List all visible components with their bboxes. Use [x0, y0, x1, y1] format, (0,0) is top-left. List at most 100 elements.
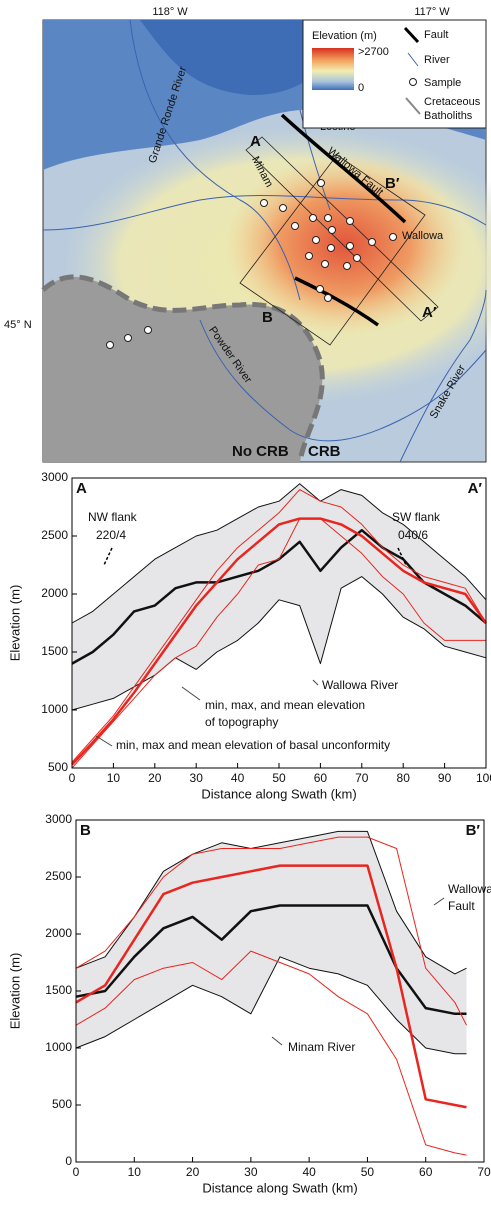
- x-tick-label: 60: [314, 771, 328, 785]
- sample: [292, 223, 299, 230]
- sample: [344, 263, 351, 270]
- y-axis-label: Elevation (m): [7, 953, 22, 1030]
- arrow: [272, 1037, 282, 1045]
- plots: 0102030405060708090100500100015002000250…: [7, 470, 491, 1195]
- x-tick-label: 30: [190, 771, 204, 785]
- map-label: B: [262, 309, 273, 326]
- arrow: [96, 736, 112, 746]
- sample: [325, 295, 332, 302]
- x-tick-label: 50: [361, 1165, 375, 1179]
- y-tick-label: 2000: [41, 586, 68, 600]
- x-tick-label: 30: [244, 1165, 258, 1179]
- annotation: 220/4: [96, 528, 126, 542]
- x-tick-label: 70: [477, 1165, 491, 1179]
- sample: [318, 180, 325, 187]
- arrow: [182, 687, 200, 700]
- y-tick-label: 500: [48, 760, 68, 774]
- sample: [329, 227, 336, 234]
- sample: [313, 237, 320, 244]
- legend-text: Sample: [424, 77, 461, 89]
- x-tick-label: 40: [302, 1165, 316, 1179]
- x-tick-label: 0: [69, 771, 76, 785]
- sample: [354, 255, 361, 262]
- y-axis-label: Elevation (m): [7, 585, 22, 662]
- x-tick-label: 90: [438, 771, 452, 785]
- sample: [310, 215, 317, 222]
- sample: [261, 200, 268, 207]
- map: 118° W 117° W 45° N Grande Ronde River L…: [4, 6, 491, 462]
- y-tick-label: 1500: [45, 983, 72, 997]
- legend-title: Elevation (m): [312, 30, 377, 42]
- x-tick-label: 40: [231, 771, 245, 785]
- annotation: 040/6: [398, 528, 428, 542]
- legend-text: Fault: [424, 29, 448, 41]
- y-tick-label: 500: [52, 1097, 72, 1111]
- x-tick-label: 0: [73, 1165, 80, 1179]
- sample: [145, 327, 152, 334]
- sample: [369, 239, 376, 246]
- sample: [347, 218, 354, 225]
- sample: [107, 342, 114, 349]
- y-tick-label: 2000: [45, 926, 72, 940]
- color-bar: [312, 48, 354, 90]
- map-label: A: [250, 133, 261, 150]
- annotation: NW flank: [88, 510, 138, 524]
- x-tick-label: 20: [186, 1165, 200, 1179]
- map-label: CRB: [308, 443, 341, 460]
- sample: [390, 234, 397, 241]
- sample: [125, 335, 132, 342]
- x-tick-label: 10: [128, 1165, 142, 1179]
- panel-label: B: [80, 822, 91, 839]
- sample: [347, 243, 354, 250]
- arrow: [313, 680, 318, 685]
- x-tick-label: 10: [107, 771, 121, 785]
- y-tick-label: 1000: [41, 702, 68, 716]
- legend-text: Cretaceous: [424, 96, 481, 108]
- lon-label: 118° W: [152, 6, 188, 18]
- x-tick-label: 20: [148, 771, 162, 785]
- map-label: A′: [422, 304, 437, 321]
- sample: [328, 245, 335, 252]
- annotation: min, max and mean elevation of basal unc…: [116, 738, 390, 752]
- sample: [317, 286, 324, 293]
- y-tick-label: 2500: [41, 528, 68, 542]
- annotation: Minam River: [288, 1040, 355, 1054]
- sample: [280, 205, 287, 212]
- panel-label: A′: [468, 480, 483, 497]
- sample: [322, 261, 329, 268]
- map-label: No CRB: [232, 443, 289, 460]
- annotation: of topography: [205, 715, 278, 729]
- legend-sample: [410, 79, 417, 86]
- annotation: Fault: [448, 899, 475, 913]
- legend-text: Batholiths: [424, 110, 473, 122]
- x-tick-label: 50: [272, 771, 286, 785]
- lat-label: 45° N: [4, 319, 32, 331]
- legend-text: 0: [358, 82, 364, 94]
- dip-mark: [104, 548, 112, 565]
- x-tick-label: 70: [355, 771, 369, 785]
- y-tick-label: 0: [65, 1154, 72, 1168]
- arrow: [434, 898, 444, 905]
- panel-label: B′: [466, 822, 481, 839]
- sample: [325, 215, 332, 222]
- map-label: B′: [385, 175, 400, 192]
- legend: Elevation (m) >2700 0 Fault River Sample…: [303, 20, 486, 128]
- annotation: min, max, and mean elevation: [205, 698, 365, 712]
- y-tick-label: 1500: [41, 644, 68, 658]
- page: {"map":{"lon_labels":["118° W","117° W"]…: [0, 0, 491, 1206]
- x-tick-label: 60: [419, 1165, 433, 1179]
- y-tick-label: 1000: [45, 1040, 72, 1054]
- annotation: SW flank: [392, 510, 441, 524]
- sample: [306, 253, 313, 260]
- y-tick-label: 3000: [41, 470, 68, 484]
- lon-label: 117° W: [414, 6, 450, 18]
- x-axis-label: Distance along Swath (km): [202, 1180, 357, 1195]
- y-tick-label: 3000: [45, 812, 72, 826]
- x-tick-label: 100: [476, 771, 491, 785]
- legend-text: >2700: [358, 46, 389, 58]
- panel-label: A: [76, 480, 87, 497]
- annotation: Wallowa: [448, 882, 491, 896]
- x-axis-label: Distance along Swath (km): [201, 786, 356, 801]
- x-tick-label: 80: [397, 771, 411, 785]
- legend-text: River: [424, 54, 450, 66]
